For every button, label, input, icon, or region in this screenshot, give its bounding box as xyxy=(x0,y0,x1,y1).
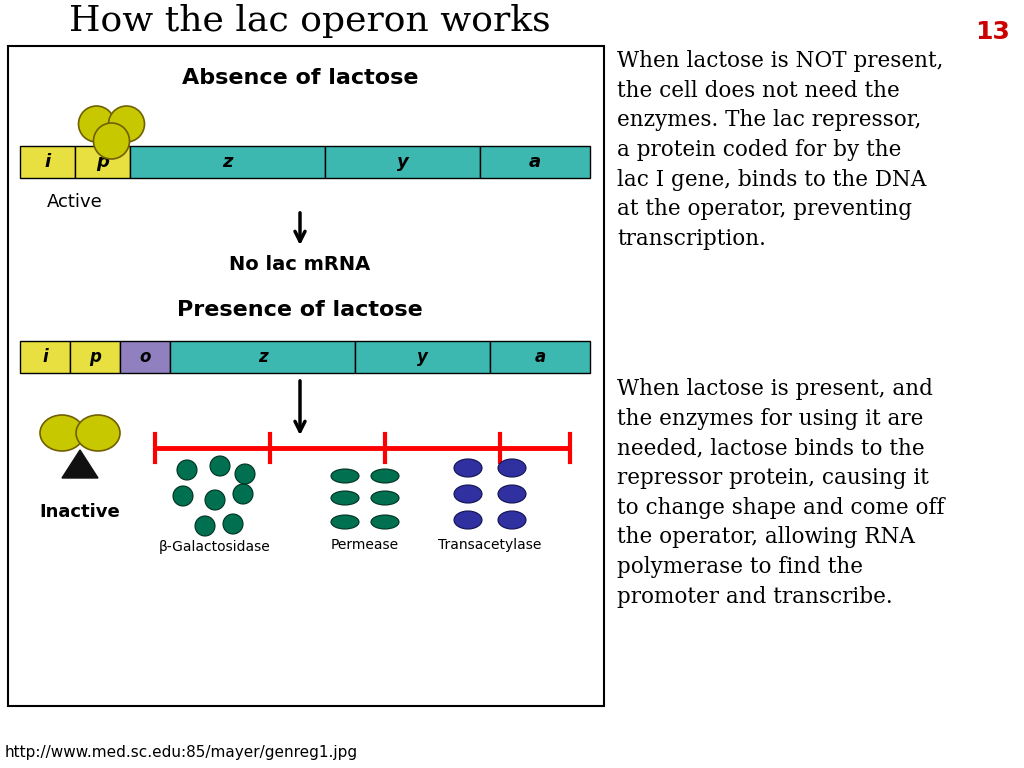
Bar xyxy=(325,146,480,178)
Text: How the lac operon works: How the lac operon works xyxy=(70,4,551,38)
Text: 13: 13 xyxy=(975,20,1010,44)
Ellipse shape xyxy=(371,515,399,529)
Text: When lactose is present, and
the enzymes for using it are
needed, lactose binds : When lactose is present, and the enzymes… xyxy=(617,378,944,607)
Bar xyxy=(170,341,355,373)
Bar xyxy=(20,341,70,373)
Ellipse shape xyxy=(371,469,399,483)
Circle shape xyxy=(223,514,243,534)
Text: β-Galactosidase: β-Galactosidase xyxy=(159,540,271,554)
Bar xyxy=(490,341,590,373)
Text: i: i xyxy=(42,348,48,366)
Circle shape xyxy=(195,516,215,536)
Circle shape xyxy=(233,484,253,504)
Circle shape xyxy=(173,486,193,506)
Bar xyxy=(8,46,604,706)
Ellipse shape xyxy=(40,415,84,451)
Text: a: a xyxy=(529,153,541,171)
Bar xyxy=(70,341,120,373)
Circle shape xyxy=(79,106,115,142)
Ellipse shape xyxy=(498,511,526,529)
Text: Presence of lactose: Presence of lactose xyxy=(177,300,423,320)
Text: i: i xyxy=(44,153,50,171)
Ellipse shape xyxy=(331,515,359,529)
Circle shape xyxy=(93,123,129,159)
Polygon shape xyxy=(62,450,98,478)
Text: When lactose is NOT present,
the cell does not need the
enzymes. The lac repress: When lactose is NOT present, the cell do… xyxy=(617,50,943,250)
Text: y: y xyxy=(396,153,409,171)
Ellipse shape xyxy=(371,491,399,505)
Text: p: p xyxy=(89,348,101,366)
Circle shape xyxy=(210,456,230,476)
Text: Inactive: Inactive xyxy=(40,503,121,521)
Text: o: o xyxy=(139,348,151,366)
Text: p: p xyxy=(96,153,109,171)
Text: y: y xyxy=(417,348,428,366)
Circle shape xyxy=(234,464,255,484)
Ellipse shape xyxy=(331,469,359,483)
Text: Absence of lactose: Absence of lactose xyxy=(181,68,418,88)
Bar xyxy=(20,146,75,178)
Circle shape xyxy=(177,460,197,480)
Ellipse shape xyxy=(76,415,120,451)
Text: http://www.med.sc.edu:85/mayer/genreg1.jpg: http://www.med.sc.edu:85/mayer/genreg1.j… xyxy=(5,745,358,760)
Ellipse shape xyxy=(454,485,482,503)
Ellipse shape xyxy=(498,459,526,477)
Circle shape xyxy=(109,106,144,142)
Text: a: a xyxy=(535,348,546,366)
Circle shape xyxy=(205,490,225,510)
Text: Transacetylase: Transacetylase xyxy=(438,538,542,552)
Bar xyxy=(130,146,325,178)
Text: Permease: Permease xyxy=(331,538,399,552)
Text: z: z xyxy=(258,348,267,366)
Ellipse shape xyxy=(454,459,482,477)
Text: No lac mRNA: No lac mRNA xyxy=(229,255,371,274)
Text: z: z xyxy=(222,153,232,171)
Ellipse shape xyxy=(498,485,526,503)
Text: Active: Active xyxy=(47,193,102,211)
Bar xyxy=(355,341,490,373)
Ellipse shape xyxy=(454,511,482,529)
Bar xyxy=(480,146,590,178)
Ellipse shape xyxy=(331,491,359,505)
Bar xyxy=(75,146,130,178)
Bar xyxy=(120,341,170,373)
